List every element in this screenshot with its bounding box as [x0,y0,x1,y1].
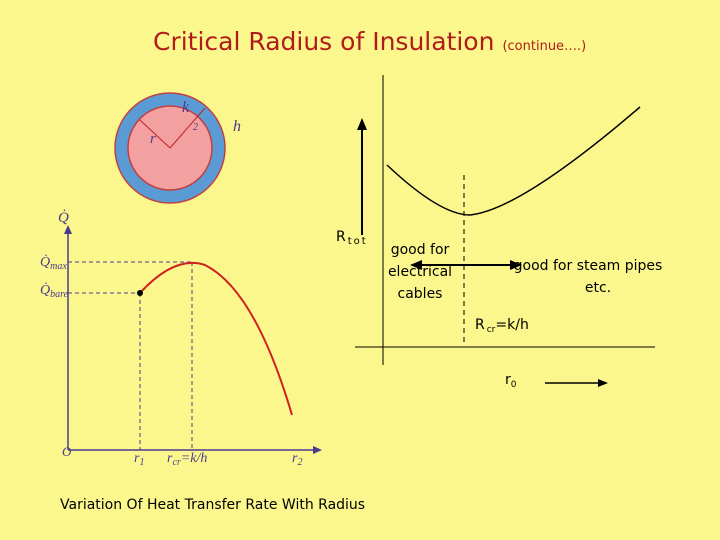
subscript: bare [50,289,69,300]
symbol: R [336,229,346,245]
label-r-sub: 2 [193,122,198,133]
radius-line [139,119,171,149]
rcr-label: rcr=k/h [167,451,207,468]
symbol: r [134,451,140,466]
caption: Variation Of Heat Transfer Rate With Rad… [60,497,365,513]
rest: =k/h [495,317,528,333]
resistance-curve [386,106,641,216]
label-h: h [233,118,241,135]
symbol: Q̇ [40,254,50,270]
radius-line [169,107,206,149]
arrow-head [510,260,522,270]
r1-label: r1 [134,451,144,468]
title-main: Critical Radius of Insulation [153,27,494,56]
label-k: k [182,99,190,116]
title-note: (continue….) [502,39,586,54]
subscript: 2 [297,457,302,468]
title: Critical Radius of Insulation (continue….… [153,27,586,56]
symbol: r [292,451,298,466]
left-region-line: electrical [388,264,452,280]
rest: =k/h [181,451,208,466]
left-region-line: cables [398,286,443,302]
label-r: r [150,131,156,147]
subscript: 0 [511,380,517,390]
axis-arrow [64,225,72,234]
symbol: R [475,317,485,333]
right-region-line: good for steam pipes [514,258,663,274]
guides [68,261,193,450]
qmax-label: Q̇max [40,254,67,272]
subscript: tot [348,236,368,247]
subscript: cr [172,457,180,468]
subscript: max [50,261,67,272]
origin-label: O [62,444,72,459]
symbol: r [167,451,173,466]
subscript: cr [487,325,496,335]
right-region-line: etc. [585,280,611,296]
symbol: r [505,372,511,388]
bare-point [137,290,143,296]
r0-label: r0 [505,372,517,390]
symbol: Q̇ [40,282,50,298]
subscript: 1 [139,457,144,468]
heat-rate-curve [139,261,293,416]
r2-label: r2 [292,451,302,468]
left-region-line: good for [391,242,450,258]
arrow-head [598,379,608,387]
qbare-label: Q̇bare [40,282,69,300]
q-label: Q̇ [58,210,69,226]
arrow-head [357,118,367,130]
arrow-head [410,260,422,270]
axis-arrow [313,446,322,454]
